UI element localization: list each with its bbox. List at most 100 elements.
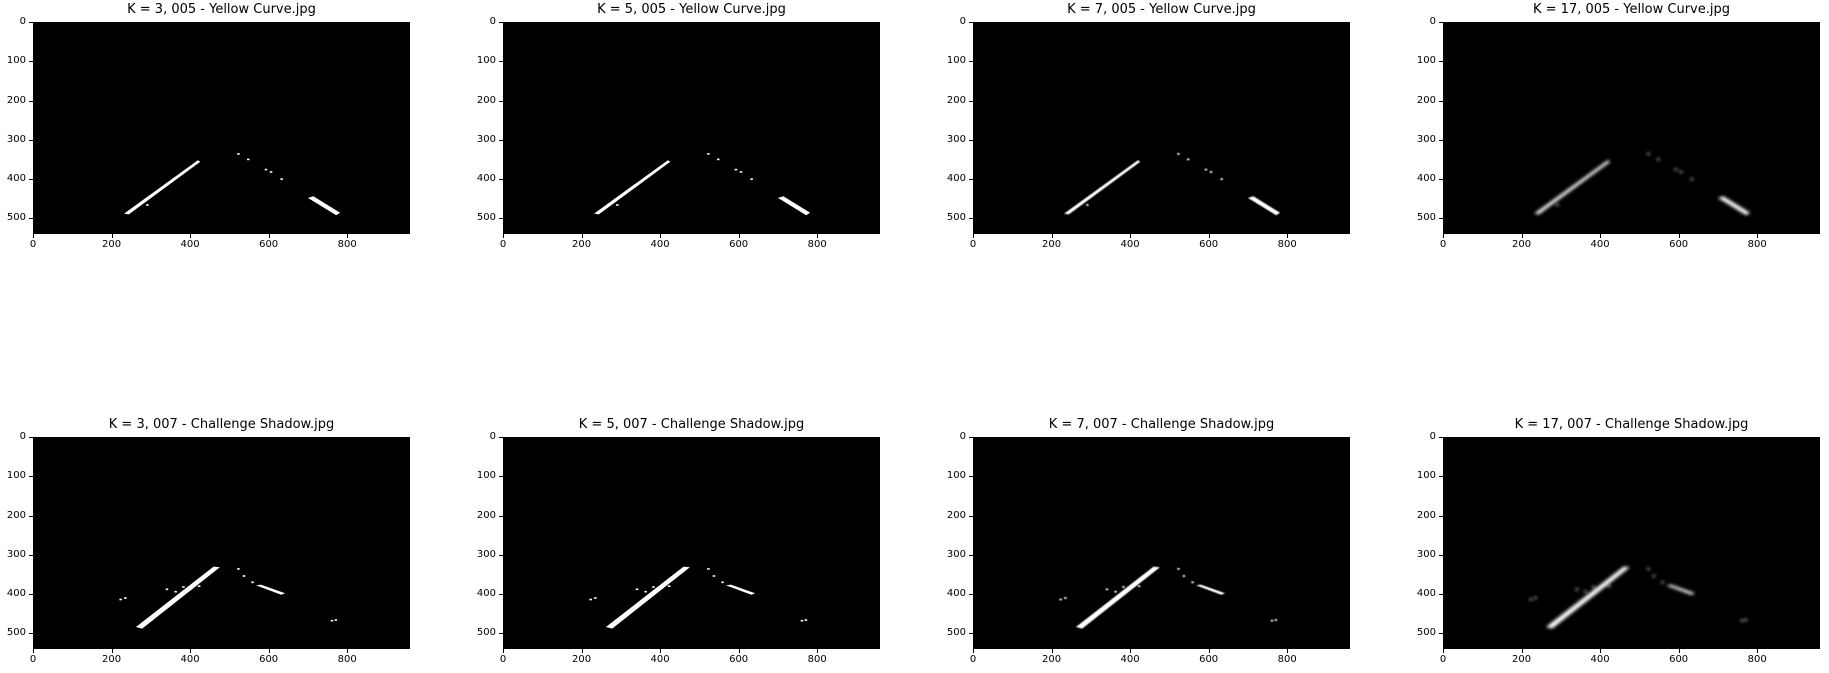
edge-fragment <box>1584 590 1587 593</box>
y-tick-mark <box>29 594 33 596</box>
x-tick-label: 800 <box>337 654 357 665</box>
x-tick-label: 600 <box>1199 239 1219 250</box>
x-tick-mark <box>1600 649 1602 653</box>
x-tick-label: 600 <box>729 239 749 250</box>
edge-fragment <box>242 575 246 577</box>
x-tick-mark <box>1678 649 1680 653</box>
lane-marking-2 <box>1247 196 1281 216</box>
lane-marking-2 <box>777 196 811 216</box>
x-tick-mark <box>581 649 583 653</box>
panel-title: K = 7, 007 - Challenge Shadow.jpg <box>1048 417 1275 432</box>
edge-fragment <box>1270 619 1274 622</box>
y-tick-label: 200 <box>1416 509 1436 521</box>
edge-image <box>503 437 880 649</box>
x-tick-label: 600 <box>259 239 279 250</box>
y-tick-mark <box>1439 61 1443 63</box>
edge-image <box>973 22 1350 234</box>
x-tick-label: 800 <box>1747 654 1767 665</box>
x-tick-label: 400 <box>1120 654 1140 665</box>
y-tick-label: 400 <box>946 173 966 185</box>
x-tick-mark <box>1130 649 1132 653</box>
y-tick-label: 100 <box>6 470 26 482</box>
x-tick-mark <box>1051 234 1053 238</box>
x-tick-label: 600 <box>1669 654 1689 665</box>
edge-fragment <box>1191 581 1194 584</box>
edge-fragment <box>739 171 743 173</box>
y-tick-mark <box>29 218 33 220</box>
lane-marking-1 <box>1545 566 1630 629</box>
edge-fragment <box>1647 568 1650 570</box>
y-tick-label: 300 <box>946 133 966 145</box>
x-tick-label: 400 <box>650 239 670 250</box>
y-tick-mark <box>969 61 973 63</box>
x-tick-mark <box>738 234 740 238</box>
lane-marking-1 <box>1064 160 1141 215</box>
y-tick-label: 100 <box>476 470 496 482</box>
edge-fragment <box>119 598 122 601</box>
x-tick-mark <box>503 234 504 238</box>
y-tick-mark <box>969 22 973 23</box>
y-tick-label: 300 <box>946 548 966 560</box>
panel-6: K = 5, 007 - Challenge Shadow.jpg 0 100 200… <box>477 417 880 665</box>
lane-overlay <box>119 566 338 629</box>
y-tick-mark <box>499 633 503 635</box>
edge-fragment <box>594 597 597 599</box>
y-tick-label: 200 <box>946 94 966 106</box>
edge-fragment <box>1086 204 1089 206</box>
y-tick-mark <box>499 22 503 23</box>
y-tick-label: 300 <box>1416 548 1436 560</box>
edge-fragment <box>1105 588 1109 591</box>
y-tick-label: 200 <box>946 509 966 521</box>
y-tick-label: 200 <box>6 94 26 106</box>
x-tick-label: 0 <box>969 239 977 250</box>
edge-fragment <box>247 158 250 161</box>
edge-fragment <box>1177 153 1180 155</box>
y-tick-mark <box>969 633 973 635</box>
x-tick-mark <box>1051 649 1053 653</box>
x-tick-mark <box>111 649 113 653</box>
y-tick-label: 100 <box>476 55 496 67</box>
x-tick-mark <box>817 234 819 238</box>
lane-marking-1 <box>594 160 671 215</box>
y-tick-mark <box>29 633 33 635</box>
edge-fragment <box>1177 568 1180 570</box>
y-tick-label: 100 <box>1416 55 1436 67</box>
y-tick-mark <box>499 476 503 478</box>
y-tick-mark <box>29 179 33 181</box>
y-tick-mark <box>29 100 33 102</box>
lane-marking-1 <box>605 566 690 629</box>
x-tick-mark <box>1443 649 1444 653</box>
y-tick-mark <box>499 554 503 556</box>
y-tick-mark <box>969 554 973 556</box>
edge-fragment <box>280 178 283 180</box>
y-tick-mark <box>969 218 973 220</box>
y-tick-label: 500 <box>1416 212 1436 224</box>
y-tick-mark <box>969 179 973 181</box>
x-tick-mark <box>33 649 34 653</box>
x-tick-label: 800 <box>807 239 827 250</box>
y-tick-mark <box>1439 437 1443 438</box>
edge-fragment <box>1607 585 1611 587</box>
y-tick-label: 300 <box>6 548 26 560</box>
x-tick-label: 200 <box>571 654 592 665</box>
y-tick-label: 400 <box>6 588 26 600</box>
edge-fragment <box>734 168 738 171</box>
panel-8: K = 17, 007 - Challenge Shadow.jpg 0 100 20… <box>1417 417 1820 665</box>
y-tick-label: 400 <box>6 173 26 185</box>
edge-image <box>973 437 1350 649</box>
x-tick-mark <box>1600 234 1602 238</box>
lane-marking-1 <box>1534 160 1611 215</box>
edge-fragment <box>1114 590 1117 593</box>
edge-image <box>1443 437 1820 649</box>
x-tick-mark <box>973 234 974 238</box>
x-tick-mark <box>1521 649 1523 653</box>
x-tick-label: 800 <box>807 654 827 665</box>
edge-fragment <box>1122 586 1125 588</box>
y-tick-mark <box>1439 22 1443 23</box>
y-tick-mark <box>29 554 33 556</box>
edge-fragment <box>269 171 273 173</box>
y-tick-mark <box>499 61 503 63</box>
y-tick-label: 500 <box>476 212 496 224</box>
edge-fragment <box>237 153 240 155</box>
y-tick-label: 200 <box>6 509 26 521</box>
